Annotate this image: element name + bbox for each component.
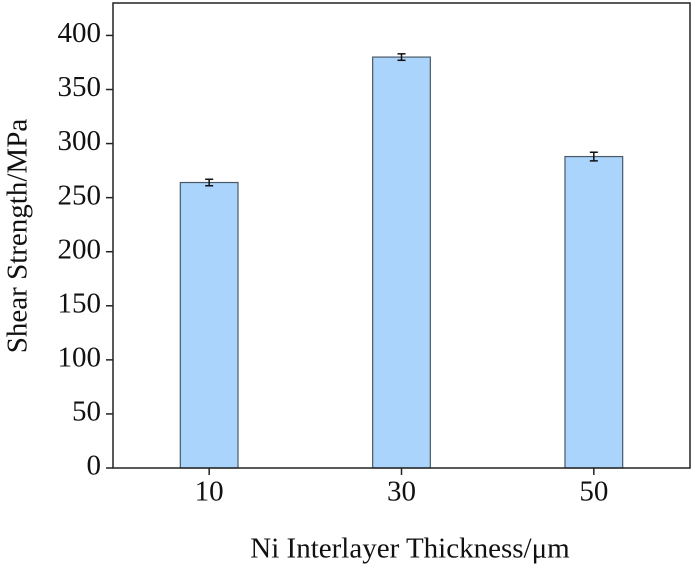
y-tick-label: 250 — [58, 179, 102, 211]
x-tick-label: 30 — [387, 476, 416, 508]
plot-frame — [112, 2, 691, 469]
y-tick-label: 350 — [58, 71, 102, 103]
bar — [372, 56, 431, 469]
y-tick-label: 0 — [87, 450, 102, 482]
y-tick-label: 50 — [72, 396, 101, 428]
y-tick-label: 400 — [58, 17, 102, 49]
y-tick-label: 100 — [58, 342, 102, 374]
x-tick-label: 50 — [579, 476, 608, 508]
y-tick-label: 300 — [58, 125, 102, 157]
y-tick-label: 200 — [58, 233, 102, 265]
bar — [179, 181, 239, 469]
x-tick-label: 10 — [195, 476, 224, 508]
x-axis-label: Ni Interlayer Thickness/μm — [250, 533, 570, 565]
y-tick-label: 150 — [58, 287, 102, 319]
y-axis-label: Shear Strength/MPa — [2, 119, 34, 354]
bar — [564, 155, 624, 469]
